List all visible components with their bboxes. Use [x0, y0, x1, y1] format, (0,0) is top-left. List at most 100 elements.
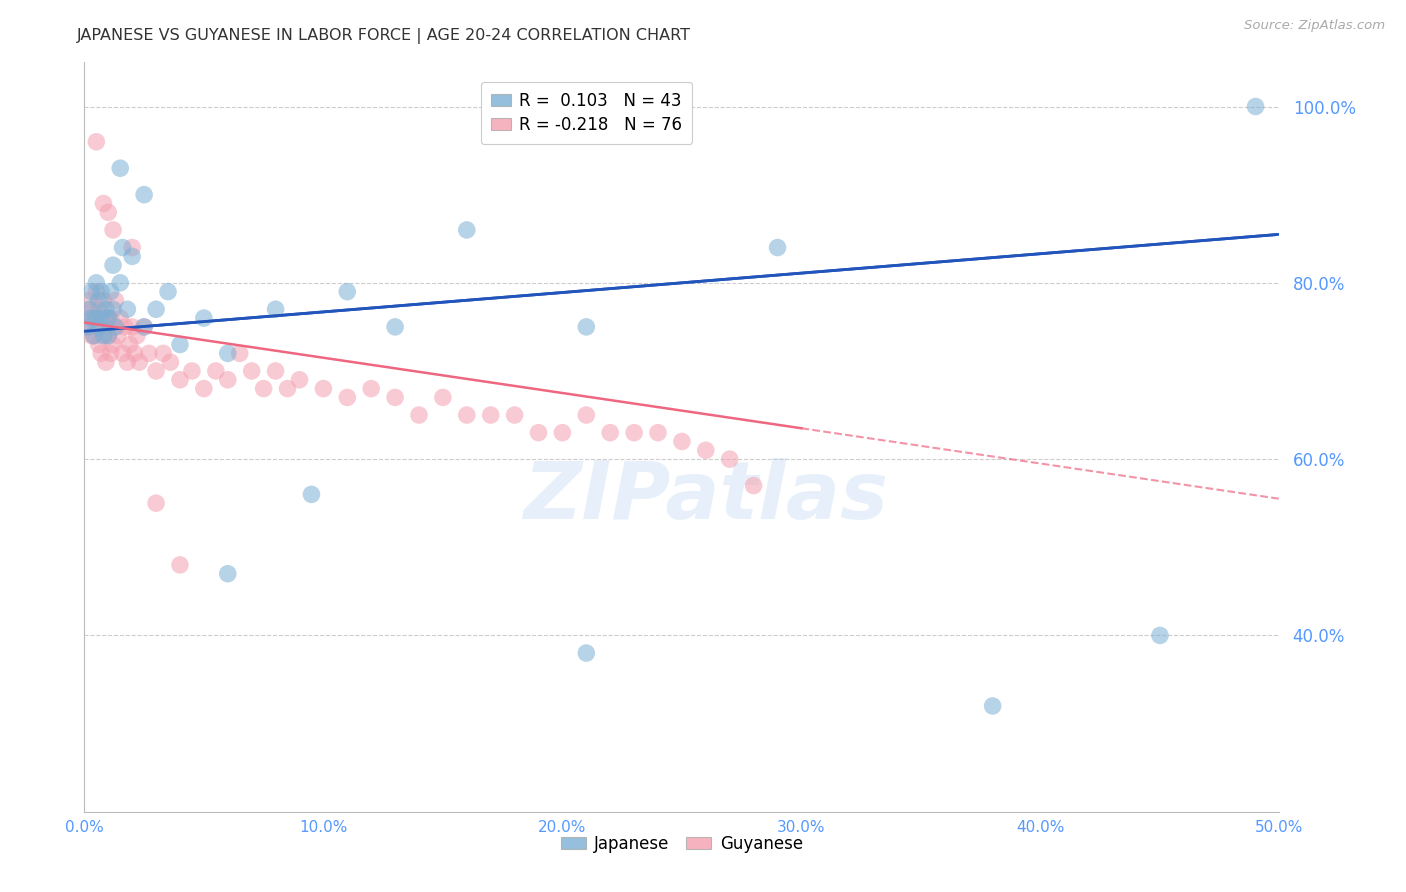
Point — [87, 337, 110, 351]
Point — [360, 382, 382, 396]
Point — [76, 311, 98, 326]
Point — [718, 452, 741, 467]
Point — [87, 319, 110, 334]
Point — [253, 382, 276, 396]
Point — [671, 434, 693, 449]
Point — [97, 311, 120, 326]
Point — [384, 391, 406, 405]
Point — [456, 223, 478, 237]
Point — [77, 302, 100, 317]
Point — [86, 285, 108, 299]
Point — [83, 311, 105, 326]
Point — [104, 319, 127, 334]
Point — [240, 364, 263, 378]
Point — [229, 346, 252, 360]
Point — [217, 346, 239, 360]
Point — [336, 285, 359, 299]
Point — [742, 478, 765, 492]
Point — [264, 364, 287, 378]
Point — [93, 293, 115, 308]
Point — [83, 328, 105, 343]
Point — [93, 196, 115, 211]
Point — [121, 241, 143, 255]
Text: JAPANESE VS GUYANESE IN LABOR FORCE | AGE 20-24 CORRELATION CHART: JAPANESE VS GUYANESE IN LABOR FORCE | AG… — [77, 29, 692, 44]
Point — [336, 391, 359, 405]
Point — [80, 302, 103, 317]
Point — [86, 319, 108, 334]
Point — [1244, 99, 1267, 113]
Point — [125, 328, 148, 343]
Point — [551, 425, 574, 440]
Point — [575, 319, 598, 334]
Point — [575, 408, 598, 422]
Point — [94, 319, 117, 334]
Point — [77, 293, 100, 308]
Point — [264, 302, 287, 317]
Point — [312, 382, 335, 396]
Point — [599, 425, 621, 440]
Legend: Japanese, Guyanese: Japanese, Guyanese — [554, 829, 810, 860]
Point — [193, 382, 215, 396]
Point — [110, 276, 132, 290]
Point — [205, 364, 228, 378]
Point — [121, 319, 143, 334]
Point — [145, 302, 167, 317]
Point — [104, 293, 127, 308]
Point — [86, 135, 108, 149]
Point — [76, 319, 98, 334]
Point — [132, 319, 156, 334]
Point — [87, 293, 110, 308]
Point — [479, 408, 502, 422]
Point — [575, 646, 598, 660]
Point — [80, 328, 103, 343]
Point — [97, 311, 120, 326]
Point — [169, 373, 191, 387]
Point — [217, 566, 239, 581]
Point — [101, 302, 124, 317]
Point — [101, 258, 124, 272]
Point — [90, 311, 112, 326]
Point — [117, 302, 139, 317]
Point — [169, 558, 191, 572]
Point — [110, 161, 132, 176]
Point — [1149, 628, 1171, 642]
Point — [193, 311, 215, 326]
Point — [77, 319, 100, 334]
Point — [93, 328, 115, 343]
Point — [181, 364, 204, 378]
Point — [86, 311, 108, 326]
Point — [101, 337, 124, 351]
Point — [104, 319, 127, 334]
Point — [80, 285, 103, 299]
Point — [456, 408, 478, 422]
Point — [695, 443, 717, 458]
Point — [124, 346, 146, 360]
Point — [97, 328, 120, 343]
Point — [128, 355, 150, 369]
Text: ZIPatlas: ZIPatlas — [523, 458, 889, 536]
Point — [157, 285, 180, 299]
Point — [86, 276, 108, 290]
Point — [503, 408, 526, 422]
Point — [80, 311, 103, 326]
Point — [132, 187, 156, 202]
Point — [159, 355, 181, 369]
Point — [97, 205, 120, 219]
Point — [97, 328, 120, 343]
Point — [766, 241, 789, 255]
Point — [217, 373, 239, 387]
Point — [94, 355, 117, 369]
Point — [107, 328, 129, 343]
Point — [623, 425, 645, 440]
Point — [117, 355, 139, 369]
Point — [100, 311, 122, 326]
Point — [90, 346, 112, 360]
Point — [145, 496, 167, 510]
Point — [100, 346, 122, 360]
Point — [277, 382, 299, 396]
Point — [83, 328, 105, 343]
Point — [152, 346, 174, 360]
Point — [93, 328, 115, 343]
Point — [111, 241, 134, 255]
Point — [169, 337, 191, 351]
